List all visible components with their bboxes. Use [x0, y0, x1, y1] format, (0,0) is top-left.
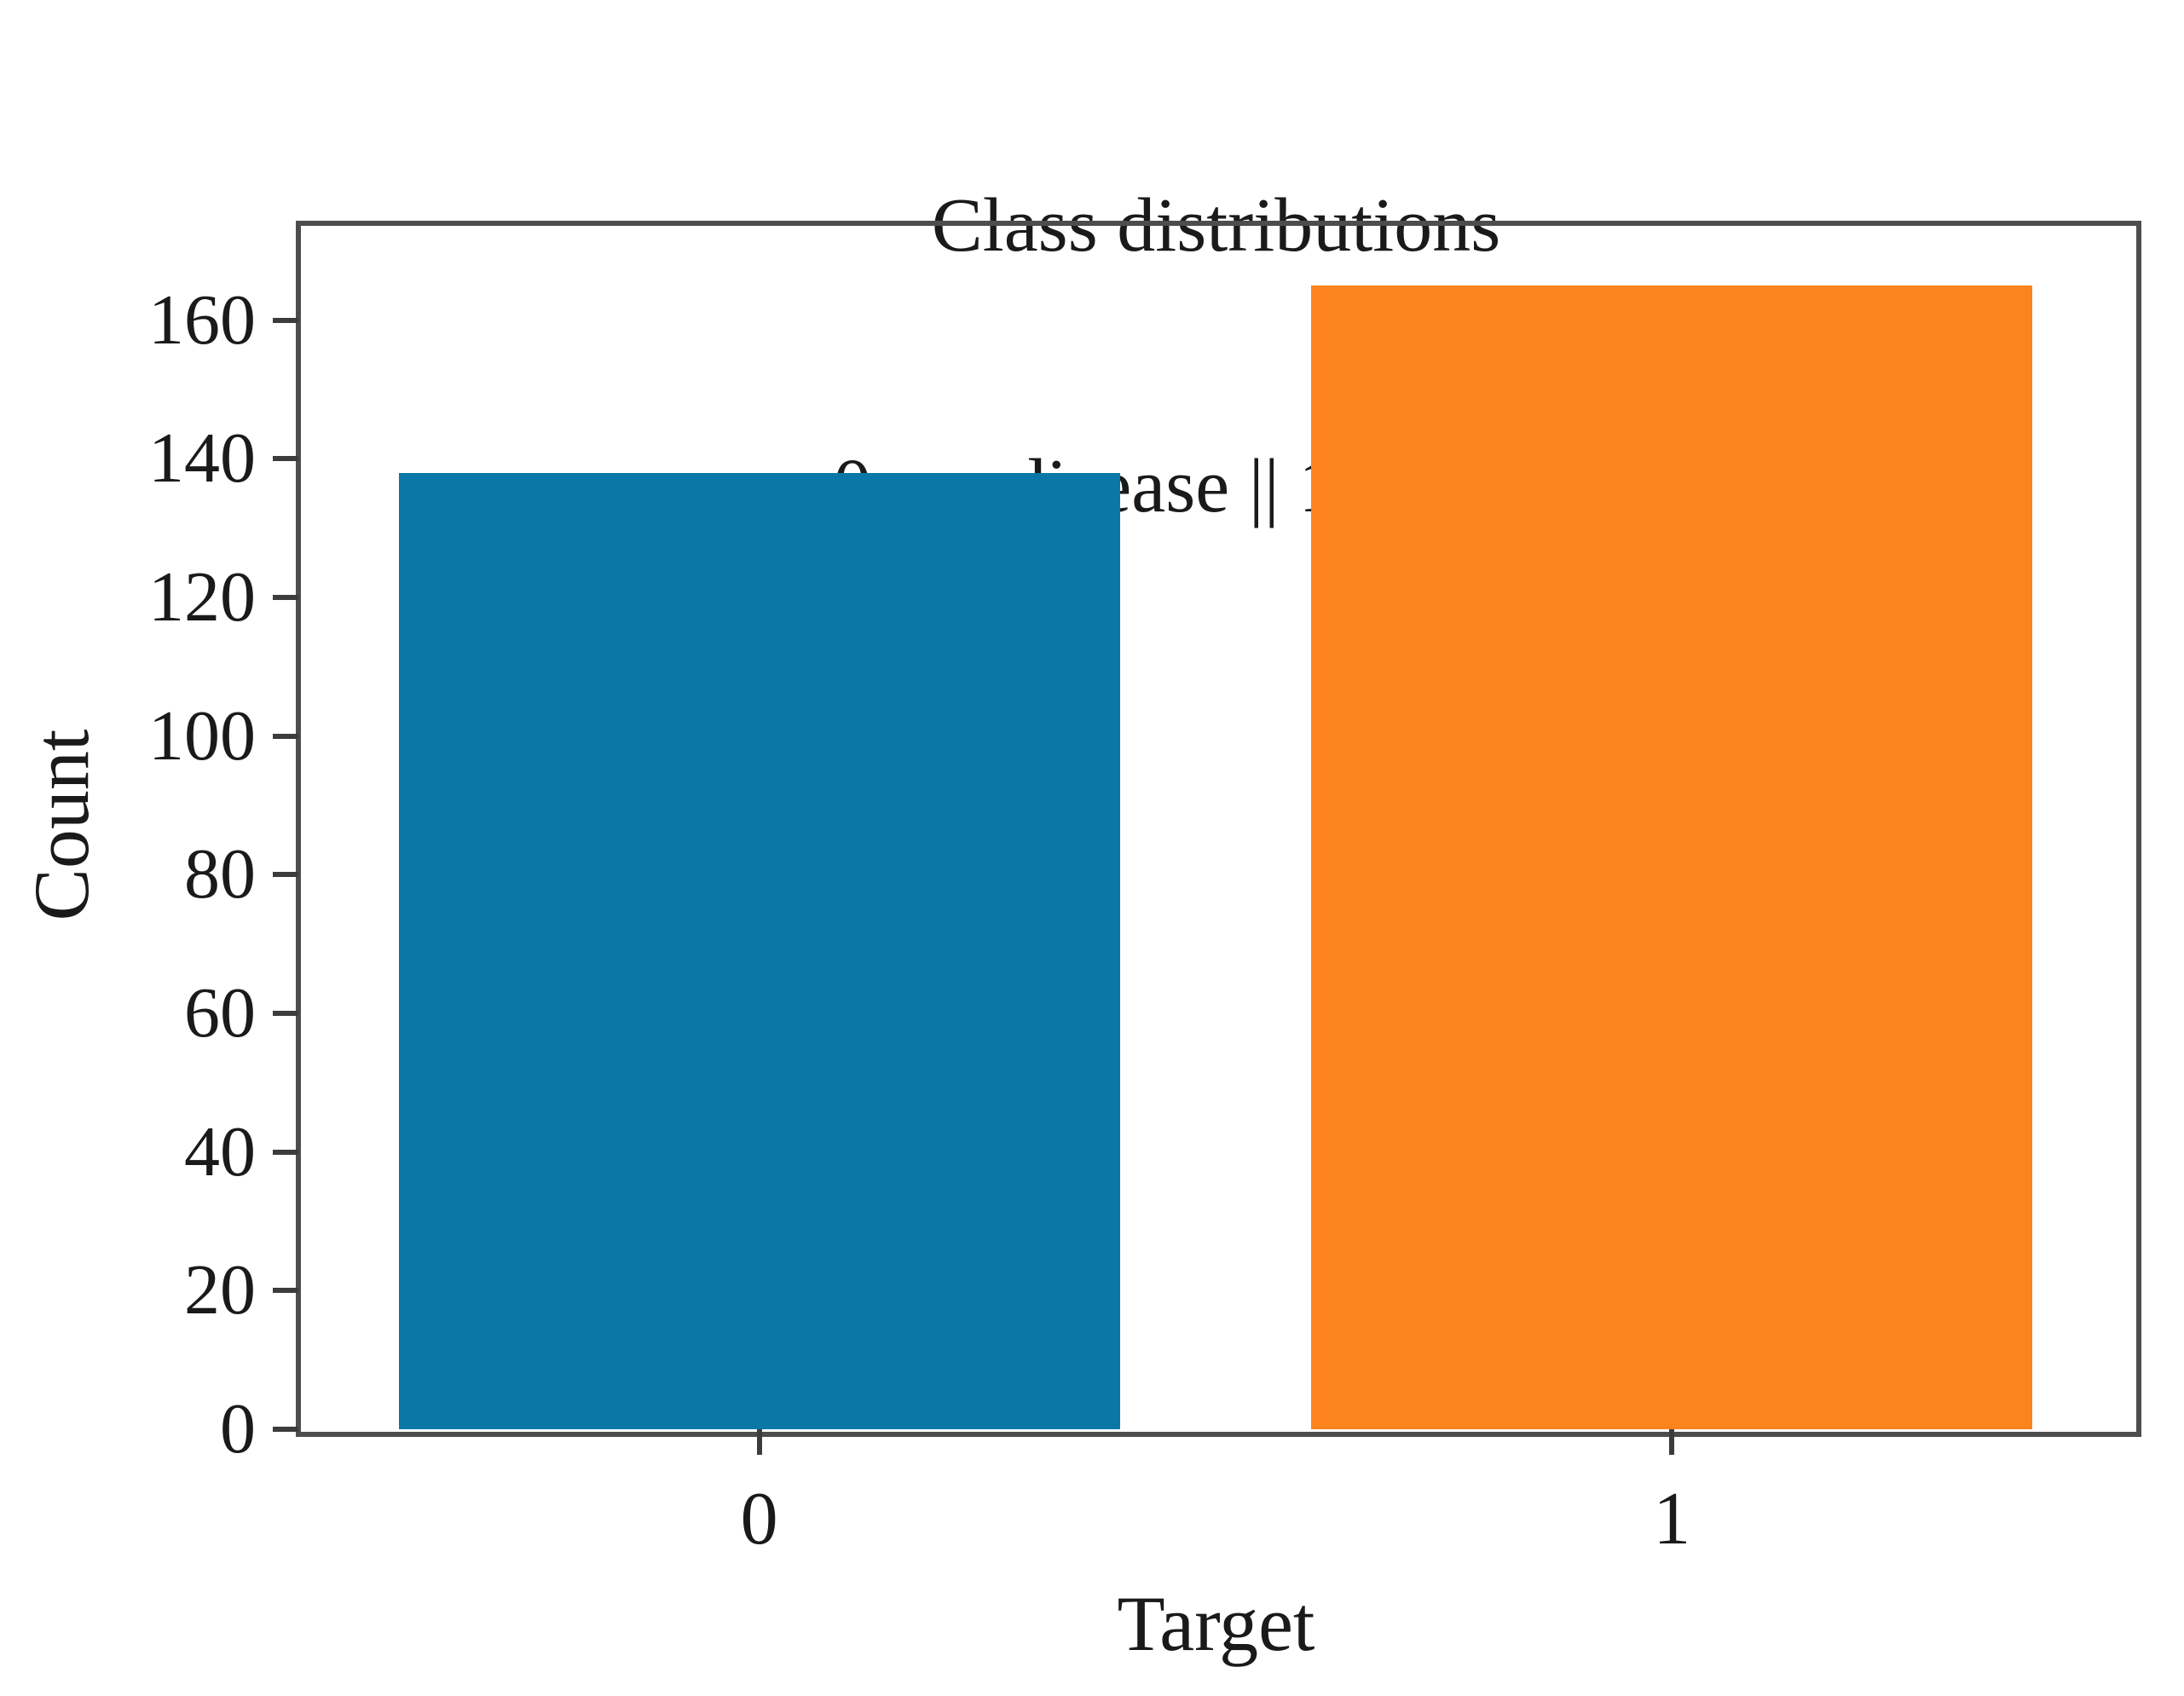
y-tick-label-120: 120 [148, 557, 256, 637]
plot-area [296, 221, 2141, 1437]
y-tick-label-140: 140 [148, 418, 256, 499]
bar-category-1 [1311, 286, 2033, 1429]
y-tick-label-60: 60 [184, 973, 256, 1053]
y-tick-mark-40 [273, 1149, 298, 1155]
y-tick-mark-20 [273, 1288, 298, 1294]
x-axis-label: Target [1117, 1580, 1315, 1667]
y-tick-mark-80 [273, 872, 298, 878]
y-tick-label-20: 20 [184, 1250, 256, 1330]
y-tick-label-0: 0 [220, 1389, 256, 1468]
y-tick-label-40: 40 [184, 1111, 256, 1191]
y-tick-mark-120 [273, 595, 298, 601]
y-axis-label: Count [18, 729, 105, 921]
y-tick-label-100: 100 [148, 695, 256, 776]
x-tick-mark-1 [1669, 1429, 1675, 1455]
y-tick-mark-100 [273, 733, 298, 739]
x-tick-label-0: 0 [740, 1478, 778, 1560]
y-tick-label-160: 160 [148, 280, 256, 360]
x-tick-label-1: 1 [1653, 1478, 1691, 1560]
y-tick-mark-60 [273, 1011, 298, 1017]
x-tick-mark-0 [756, 1429, 762, 1455]
bar-category-0 [398, 472, 1120, 1429]
y-tick-label-80: 80 [184, 834, 256, 914]
y-tick-mark-0 [273, 1427, 298, 1432]
y-tick-mark-160 [273, 317, 298, 323]
y-tick-mark-140 [273, 456, 298, 462]
